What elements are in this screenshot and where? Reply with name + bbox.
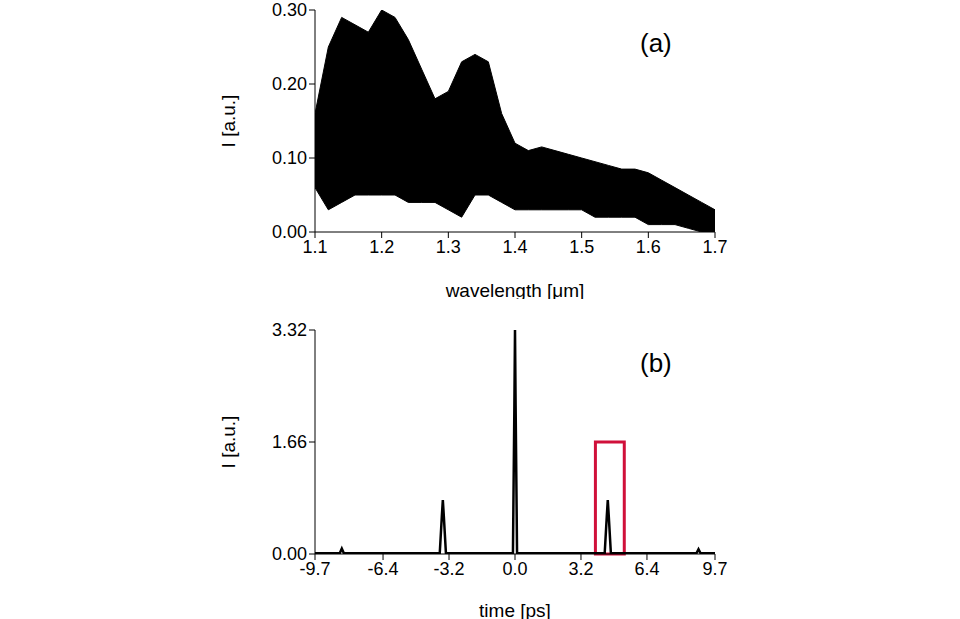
svg-text:-9.7: -9.7 — [299, 558, 331, 579]
svg-text:0.0: 0.0 — [502, 559, 527, 579]
svg-text:1.1: 1.1 — [302, 236, 328, 257]
html-text:(b): (b) — [640, 348, 672, 378]
svg-text:wavelength [μm]: wavelength [μm] — [445, 280, 585, 299]
svg-text:1.3: 1.3 — [436, 237, 461, 257]
svg-text:3.32: 3.32 — [272, 320, 307, 340]
svg-text:1.4: 1.4 — [502, 237, 527, 257]
svg-text:0.10: 0.10 — [272, 148, 307, 168]
svg-text:-6.4: -6.4 — [368, 559, 399, 579]
svg-text:0.30: 0.30 — [272, 0, 307, 20]
svg-text:9.7: 9.7 — [702, 559, 727, 579]
svg-text:-3.2: -3.2 — [434, 559, 465, 579]
svg-text:time [ps]: time [ps] — [479, 600, 551, 619]
svg-text:3.2: 3.2 — [568, 559, 593, 579]
svg-text:I [a.u.]: I [a.u.] — [220, 416, 239, 469]
svg-text:0.00: 0.00 — [272, 222, 307, 242]
svg-text:1.7: 1.7 — [702, 237, 727, 257]
svg-text:0.00: 0.00 — [272, 544, 307, 564]
svg-text:6.4: 6.4 — [634, 559, 659, 579]
svg-text:1.6: 1.6 — [636, 237, 661, 257]
svg-text:1.2: 1.2 — [369, 237, 394, 257]
html-text:(a): (a) — [640, 28, 672, 58]
svg-text:1.66: 1.66 — [272, 432, 307, 452]
svg-text:1.5: 1.5 — [569, 237, 594, 257]
svg-text:I [a.u.]: I [a.u.] — [220, 95, 239, 148]
svg-text:0.20: 0.20 — [272, 74, 307, 94]
